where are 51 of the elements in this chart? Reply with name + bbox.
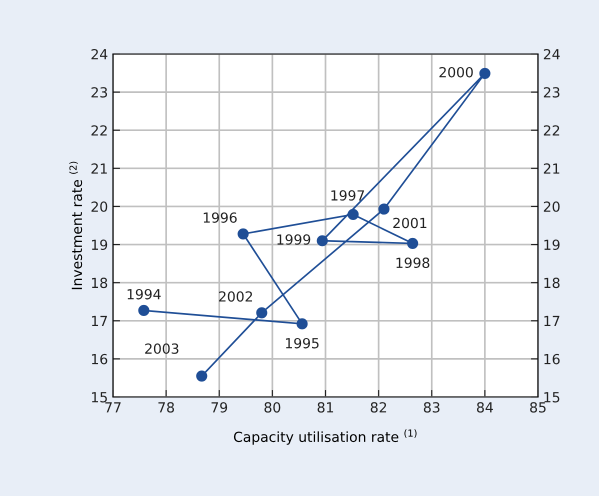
point (238, 228, 249, 240)
x-tick-label: 82 (370, 402, 386, 413)
x-tick-label: 83 (424, 402, 440, 413)
y-tick-label: 20 (91, 201, 108, 212)
x-tick-label: 84 (476, 402, 493, 413)
y-tick-label: 22 (91, 125, 107, 136)
point (256, 307, 268, 318)
annotation: 2002 (219, 291, 252, 302)
y-tick-label: 15 (92, 392, 107, 402)
point (196, 370, 208, 382)
y2-tick-label: 22 (544, 125, 560, 136)
point (378, 204, 390, 215)
point (138, 304, 150, 316)
y-tick-label: 16 (92, 354, 108, 364)
x-tick-label: 81 (318, 402, 334, 413)
y2-tick-label: 23 (544, 87, 560, 98)
y-tick-label: 18 (92, 278, 108, 288)
point (316, 235, 328, 246)
annotation: 1995 (286, 338, 319, 348)
point (296, 318, 308, 330)
y2-tick-label: 18 (544, 278, 560, 288)
point (407, 238, 418, 249)
y2-tick-label: 20 (544, 201, 560, 212)
annotation: 1997 (331, 190, 364, 201)
x-tick-label: 80 (264, 402, 280, 413)
annotation: 2000 (439, 66, 473, 78)
x-tick-label: 78 (158, 402, 174, 413)
y2-tick-label: 17 (544, 316, 560, 326)
annotation: 1996 (204, 212, 237, 223)
y-tick-label: 23 (91, 87, 108, 98)
x-tick-label: 77 (105, 402, 121, 412)
y-tick-label: 21 (91, 163, 107, 174)
y2-tick-label: 16 (544, 354, 560, 364)
y-tick-label: 24 (91, 48, 108, 60)
y2-tick-label: 24 (544, 48, 560, 60)
annotation: 1998 (396, 258, 430, 268)
point (348, 208, 359, 220)
y2-tick-label: 19 (544, 240, 560, 250)
y2-tick-label: 15 (544, 392, 560, 402)
x-tick-label: 79 (212, 402, 228, 413)
y-tick-label: 19 (92, 240, 108, 250)
annotation: 2001 (393, 218, 426, 228)
annotation: 1999 (277, 234, 310, 245)
point (479, 68, 490, 79)
y-tick-label: 17 (92, 316, 107, 326)
x-tick-label: 85 (530, 402, 546, 413)
y2-tick-label: 21 (544, 163, 560, 174)
x-axis-title: Capacity utilisation rate $^{(1)}$ (234, 429, 417, 445)
annotation: 2003 (145, 343, 178, 354)
annotation: 1994 (128, 288, 161, 300)
y-axis-title: Investment rate $^{(2)}$ (69, 162, 82, 290)
